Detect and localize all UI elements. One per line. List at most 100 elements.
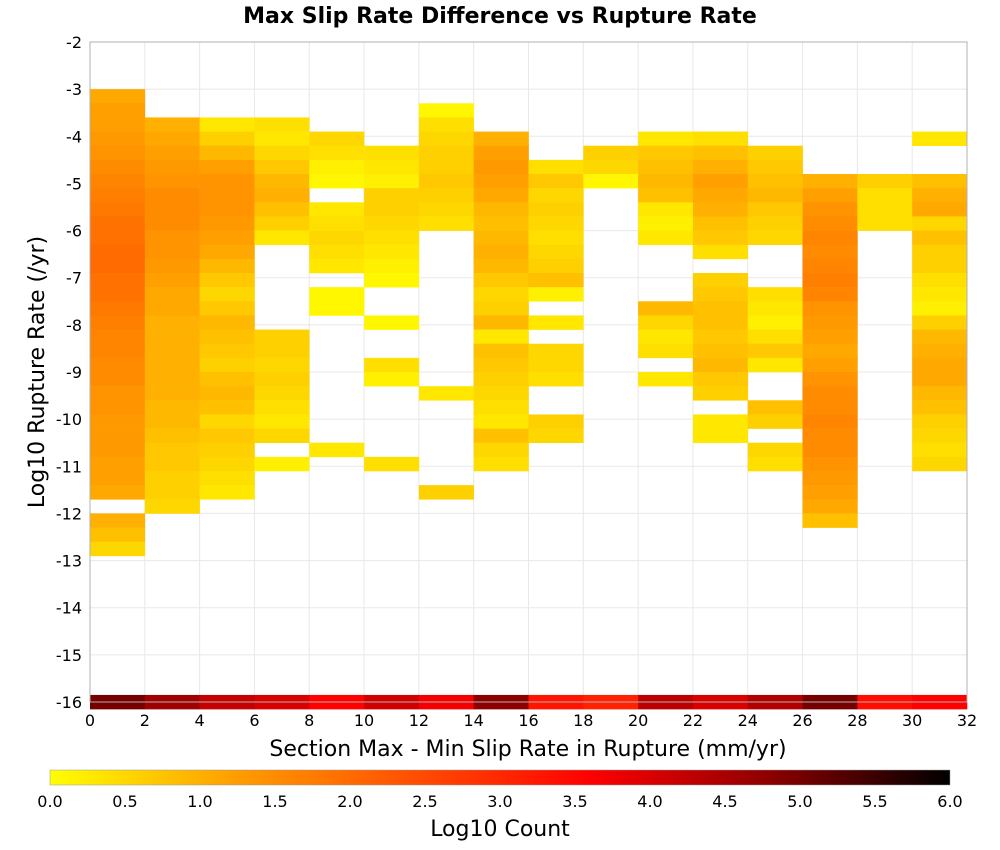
heatmap-cell-11-4 <box>692 188 749 203</box>
heatmap-cell-12-12 <box>747 315 803 330</box>
heatmap-cell-7-11 <box>473 287 529 302</box>
y-tick-label-12: -14 <box>56 599 82 618</box>
x-tick-label-9: 18 <box>573 711 593 730</box>
heatmap-cell-15-11 <box>912 287 968 302</box>
heatmap-cell-0-13 <box>90 273 146 288</box>
heatmap-cell-3-5 <box>254 188 310 203</box>
heatmap-cell-5-12 <box>364 315 420 330</box>
heatmap-cell-6-6 <box>418 188 474 203</box>
heatmap-cell-13-21 <box>802 471 858 486</box>
heatmap-cell-2-14 <box>199 315 255 330</box>
heatmap-cell-4-3 <box>309 174 365 189</box>
heatmap-cell-2-15 <box>199 329 255 345</box>
heatmap-cell-4-11 <box>309 287 365 302</box>
heatmap-cell-8-0 <box>528 159 584 175</box>
heatmap-cell-11-10 <box>692 273 749 288</box>
heatmap-cell-1-13 <box>144 301 200 316</box>
y-tick-label-6: -8 <box>66 316 82 335</box>
heatmap-cell-12-1 <box>747 159 803 175</box>
heatmap-cell-1-20 <box>144 400 200 415</box>
y-tick-labels: -2 -3 -4 -5 -6 -7 -8 -9 -10 -11 -12 -13 -14 -15 -16 <box>56 33 82 712</box>
heatmap-cell-5-3 <box>364 188 420 203</box>
x-tick-label-15: 30 <box>902 711 922 730</box>
heatmap-cell-8-19 <box>528 428 584 444</box>
heatmap-cell-0-1 <box>90 103 146 118</box>
heatmap-cell-2-13 <box>199 301 255 316</box>
heatmap-cell-11-12 <box>692 301 749 316</box>
heatmap-cell-1-2 <box>144 145 200 161</box>
heatmap-cell-0-23 <box>90 414 146 429</box>
heatmap-cell-6-7 <box>418 202 474 217</box>
heatmap-cell-3-17 <box>254 357 310 373</box>
colorbar-tick-label-10: 5.0 <box>787 792 812 811</box>
heatmap-cell-12-18 <box>747 400 803 415</box>
heatmap-cell-5-1 <box>364 159 420 175</box>
y-tick-label-5: -7 <box>66 269 82 288</box>
heatmap-cell-4-8 <box>309 244 365 260</box>
heatmap-cell-12-4 <box>747 202 803 217</box>
heatmap-cell-12-2 <box>747 174 803 189</box>
heatmap-cell-8-11 <box>528 315 584 330</box>
x-tick-label-1: 2 <box>140 711 150 730</box>
heatmap-cell-13-17 <box>802 414 858 429</box>
y-axis-label: Log10 Rupture Rate (/yr) <box>25 236 50 508</box>
heatmap-cell-5-2 <box>364 174 420 189</box>
heatmap-cell-2-1 <box>199 131 255 147</box>
heatmap-cell-8-18 <box>528 414 584 429</box>
heatmap-cell-8-8 <box>528 273 584 288</box>
heatmap-cell-12-6 <box>747 230 803 246</box>
heatmap-cell-13-20 <box>802 456 858 472</box>
colorbar-tick-labels: 0.0 0.5 1.0 1.5 2.0 2.5 3.0 3.5 4.0 4.5 5.0 5.5 6.0 <box>37 792 962 811</box>
heatmap-cell-15-19 <box>912 400 968 415</box>
colorbar-tick-label-12: 6.0 <box>937 792 962 811</box>
heatmap-cell-15-0 <box>912 131 968 147</box>
heatmap-cell-7-5 <box>473 202 529 217</box>
heatmap-cell-0-6 <box>90 174 146 189</box>
heatmap-cell-13-6 <box>802 258 858 274</box>
heatmap-cell-2-9 <box>199 244 255 260</box>
y-tick-label-7: -9 <box>66 363 82 382</box>
heatmap-cell-5-6 <box>364 230 420 246</box>
heatmap-cell-2-24 <box>199 456 255 472</box>
heatmap-cell-11-0 <box>692 131 749 147</box>
heatmap-cell-4-2 <box>309 159 365 175</box>
y-tick-label-4: -6 <box>66 222 82 241</box>
heatmap-cell-2-6 <box>199 202 255 217</box>
heatmap-cell-11-2 <box>692 159 749 175</box>
heatmap-cell-10-15 <box>638 343 694 359</box>
heatmap-cell-1-18 <box>144 372 200 387</box>
heatmap-cell-3-18 <box>254 372 310 387</box>
heatmap-cell-1-17 <box>144 357 200 373</box>
y-tick-label-3: -5 <box>66 174 82 193</box>
heatmap-cell-2-8 <box>199 230 255 246</box>
heatmap-cell-6-8 <box>418 216 474 231</box>
heatmap-cell-0-4 <box>90 145 146 161</box>
heatmap-cell-7-13 <box>473 315 529 330</box>
heatmap-cell-13-22 <box>802 485 858 500</box>
heatmap-cell-11-14 <box>692 329 749 345</box>
colorbar-tick-label-5: 2.5 <box>412 792 437 811</box>
heatmap-cell-11-8 <box>692 244 749 260</box>
x-tick-labels: 0 2 4 6 8 10 12 14 16 18 20 22 24 26 28 30 32 <box>85 711 977 730</box>
x-tick-label-3: 6 <box>249 711 259 730</box>
colorbar-tick-label-1: 0.5 <box>112 792 137 811</box>
heatmap-cell-1-22 <box>144 428 200 444</box>
heatmap-cell-15-10 <box>912 273 968 288</box>
heatmap-cell-12-5 <box>747 216 803 231</box>
x-tick-label-4: 8 <box>304 711 314 730</box>
heatmap-cell-13-7 <box>802 273 858 288</box>
heatmap-cell-1-0 <box>144 117 200 132</box>
colorbar-tick-label-9: 4.5 <box>712 792 737 811</box>
heatmap-cell-0-20 <box>90 372 146 387</box>
heatmap-cell-2-19 <box>199 386 255 401</box>
heatmap-cell-13-23 <box>802 499 858 514</box>
heatmap-cell-7-4 <box>473 188 529 203</box>
heatmap-cell-8-1 <box>528 174 584 189</box>
plot-area <box>89 41 968 703</box>
heatmap-cell-4-1 <box>309 145 365 161</box>
heatmap-cell-13-11 <box>802 329 858 345</box>
heatmap-cell-1-6 <box>144 202 200 217</box>
heatmap-cell-7-2 <box>473 159 529 175</box>
heatmap-cell-0-31 <box>90 527 146 543</box>
heatmap-cell-5-16 <box>364 372 420 387</box>
